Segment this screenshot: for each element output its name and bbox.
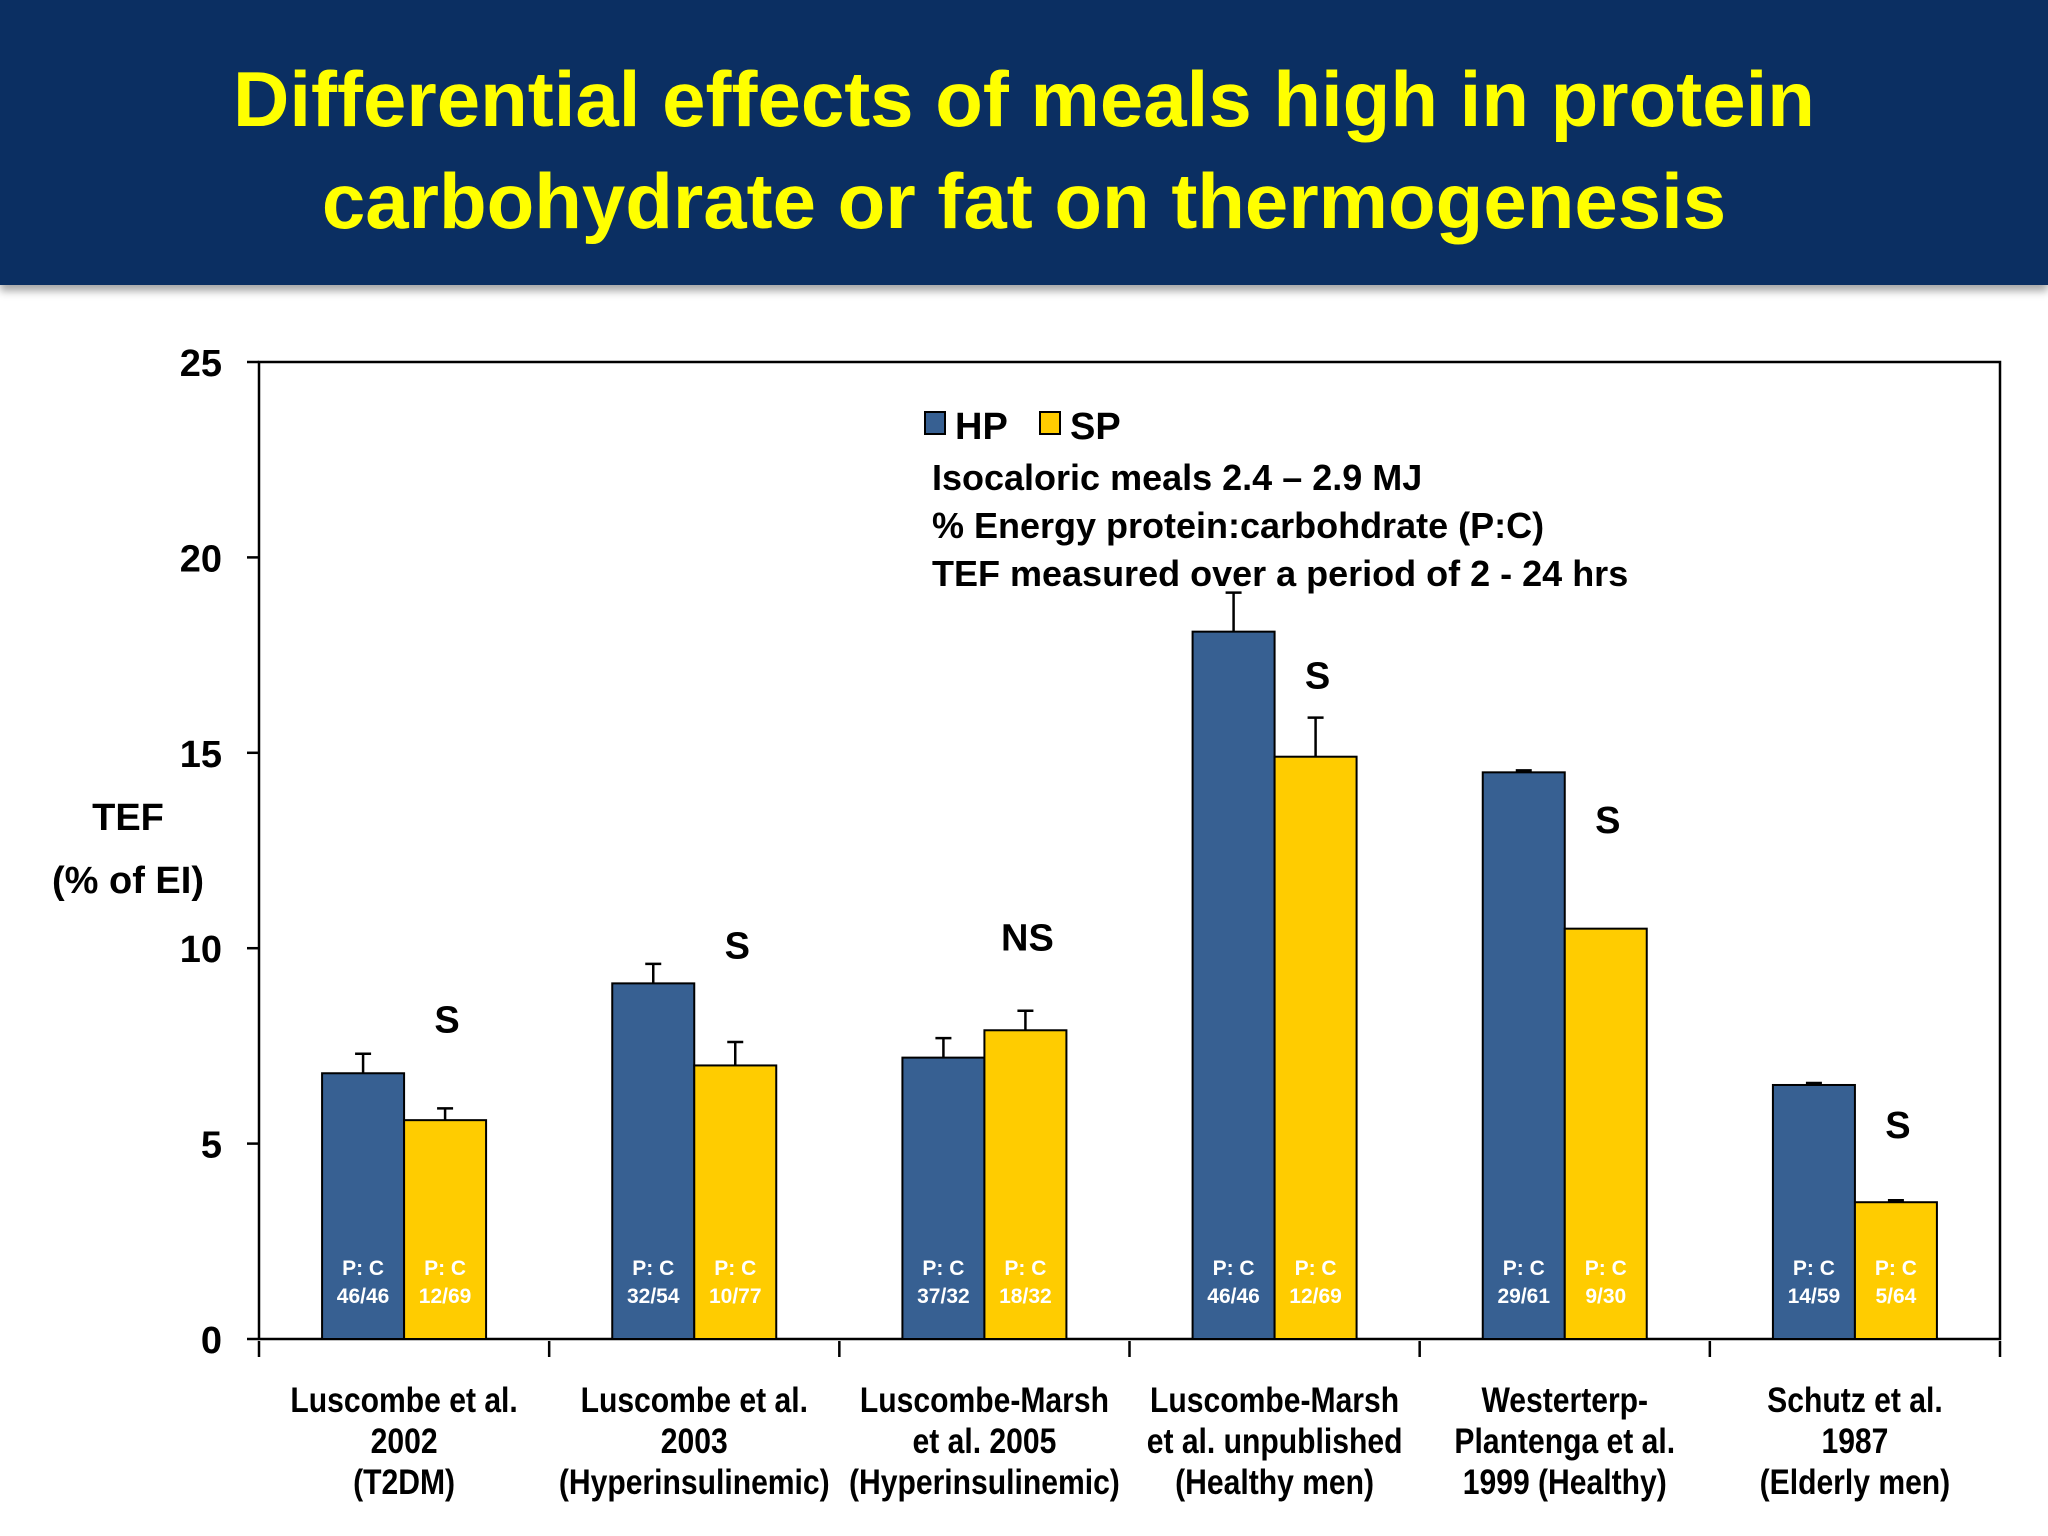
- bar-sp: [1273, 755, 1358, 1340]
- pc-value: 12/69: [419, 1285, 472, 1308]
- pc-label: P: C: [922, 1257, 964, 1280]
- y-tick-label: 20: [180, 538, 222, 580]
- chart-note: TEF measured over a period of 2 - 24 hrs: [932, 553, 1628, 594]
- pc-value: 18/32: [999, 1285, 1052, 1308]
- y-axis-label: TEF: [92, 797, 164, 839]
- bar-hp: [1771, 1083, 1856, 1340]
- bar-hp: [321, 1072, 406, 1340]
- x-category-label: 2003: [661, 1421, 728, 1461]
- x-category-label: (T2DM): [353, 1462, 455, 1502]
- significance-label: S: [1595, 800, 1620, 842]
- chart-note: Isocaloric meals 2.4 – 2.9 MJ: [932, 457, 1422, 498]
- bar-hp: [901, 1056, 986, 1341]
- x-category-label: Luscombe-Marsh: [1150, 1380, 1399, 1420]
- pc-label: P: C: [1875, 1257, 1917, 1280]
- x-category-label: 1987: [1821, 1421, 1888, 1461]
- pc-value: 46/46: [337, 1285, 390, 1308]
- pc-value: 14/59: [1788, 1285, 1841, 1308]
- pc-label: P: C: [1585, 1257, 1627, 1280]
- y-tick-label: 5: [201, 1125, 222, 1167]
- x-category-label: et al. 2005: [912, 1421, 1056, 1461]
- pc-value: 12/69: [1289, 1285, 1342, 1308]
- pc-label: P: C: [342, 1257, 384, 1280]
- x-category-label: (Hyperinsulinemic): [559, 1462, 830, 1502]
- pc-value: 29/61: [1497, 1285, 1550, 1308]
- bar-hp: [1481, 771, 1566, 1340]
- title-banner: Differential effects of meals high in pr…: [0, 0, 2048, 285]
- bar-sp: [1853, 1201, 1938, 1340]
- legend-label-sp: SP: [1070, 406, 1121, 448]
- x-category-label: Plantenga et al.: [1454, 1421, 1675, 1461]
- pc-label: P: C: [1295, 1257, 1337, 1280]
- pc-value: 37/32: [917, 1285, 970, 1308]
- bar-hp: [1191, 630, 1276, 1340]
- significance-label: S: [1305, 656, 1330, 698]
- x-category-label: (Healthy men): [1175, 1462, 1374, 1502]
- pc-label: P: C: [1213, 1257, 1255, 1280]
- legend-swatch-sp: [1039, 411, 1061, 435]
- x-category-label: Luscombe et al.: [581, 1380, 808, 1420]
- pc-value: 9/30: [1585, 1285, 1626, 1308]
- x-category-label: 2002: [371, 1421, 438, 1461]
- pc-value: 32/54: [627, 1285, 680, 1308]
- x-category-label: et al. unpublished: [1147, 1421, 1403, 1461]
- bar-sp: [693, 1064, 778, 1340]
- legend-swatch-hp: [924, 411, 946, 435]
- title-line-1: Differential effects of meals high in pr…: [233, 55, 1815, 143]
- pc-label: P: C: [1793, 1257, 1835, 1280]
- bar-sp: [983, 1029, 1068, 1340]
- y-tick-label: 0: [201, 1320, 222, 1362]
- y-tick-label: 25: [180, 343, 222, 385]
- slide-title: Differential effects of meals high in pr…: [0, 48, 2048, 252]
- y-tick-label: 15: [180, 734, 222, 776]
- pc-label: P: C: [632, 1257, 674, 1280]
- x-category-label: 1999 (Healthy): [1463, 1462, 1667, 1502]
- y-axis-label: (% of EI): [52, 860, 204, 902]
- pc-label: P: C: [1004, 1257, 1046, 1280]
- significance-label: S: [725, 925, 750, 967]
- pc-value: 5/64: [1875, 1285, 1916, 1308]
- pc-label: P: C: [1503, 1257, 1545, 1280]
- bar-hp: [611, 982, 696, 1340]
- x-category-label: (Elderly men): [1760, 1462, 1951, 1502]
- significance-label: NS: [1001, 917, 1054, 959]
- x-category-label: Westerterp-: [1481, 1380, 1648, 1420]
- x-category-label: Luscombe-Marsh: [860, 1380, 1109, 1420]
- chart-note: % Energy protein:carbohdrate (P:C): [932, 505, 1544, 546]
- pc-label: P: C: [714, 1257, 756, 1280]
- x-category-label: Luscombe et al.: [290, 1380, 517, 1420]
- pc-value: 46/46: [1207, 1285, 1260, 1308]
- bar-sp: [1563, 927, 1648, 1340]
- pc-value: 10/77: [709, 1285, 762, 1308]
- y-tick-label: 10: [180, 929, 222, 971]
- x-category-label: (Hyperinsulinemic): [849, 1462, 1120, 1502]
- significance-label: S: [1885, 1105, 1910, 1147]
- plot-frame: [257, 360, 2002, 1341]
- significance-label: S: [434, 1000, 459, 1042]
- title-line-2: carbohydrate or fat on thermogenesis: [321, 157, 1727, 245]
- legend-label-hp: HP: [955, 406, 1008, 448]
- x-category-label: Schutz et al.: [1767, 1380, 1943, 1420]
- pc-label: P: C: [424, 1257, 466, 1280]
